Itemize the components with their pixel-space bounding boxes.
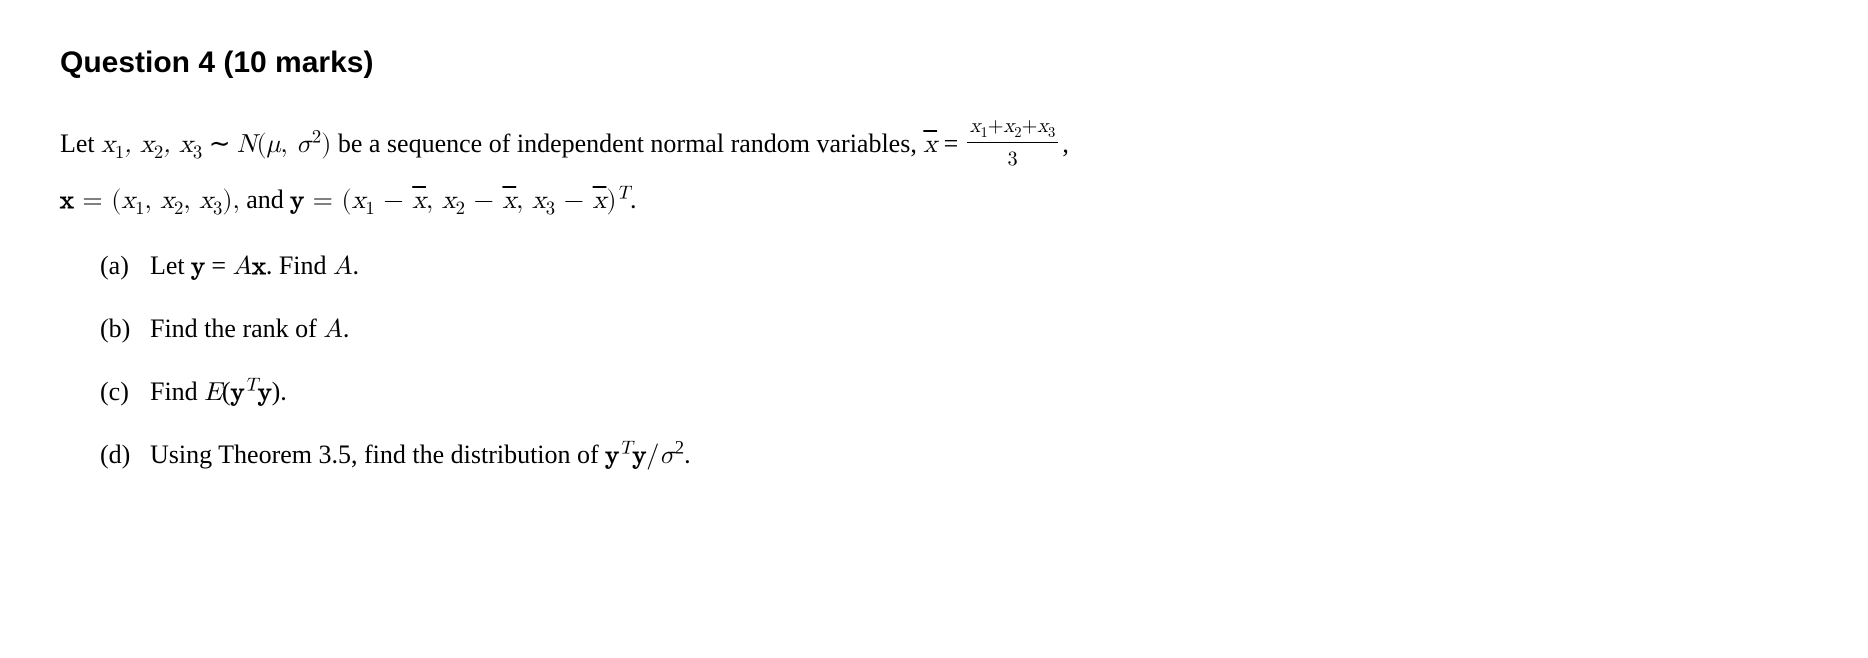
text: Let [150,251,191,280]
y: y [191,254,205,280]
part-body: Find E(yTy). [150,372,287,413]
eq: = [205,251,233,280]
y-def: = (x1 − x, x2 − x, x3 − x)T [304,188,630,214]
part-label: (c) [100,372,150,413]
question-title: Question 4 (10 marks) [60,40,1808,85]
text: . [280,377,287,406]
yT: y [605,443,619,469]
x-vec: x [60,188,74,214]
text: Let [60,129,101,158]
y-vec: y [290,188,304,214]
xbar: x [923,132,937,158]
y: y [632,443,646,469]
A: A [233,254,253,280]
part-label: (a) [100,246,150,287]
text: Using Theorem 3.5, find the distribution… [150,440,605,469]
part-a: (a) Let y = Ax. Find A. [100,246,1808,287]
part-body: Let y = Ax. Find A. [150,246,359,287]
slash: / [646,443,659,469]
text: . [684,440,691,469]
T: T [619,439,633,458]
part-body: Using Theorem 3.5, find the distribution… [150,435,691,476]
text: . [343,314,350,343]
dist: N(μ, σ2) [237,132,331,158]
yT: y [231,380,245,406]
T: T [244,376,258,395]
seq: x1, x2, x3 [101,132,202,158]
eq: = [937,129,965,158]
open: ( [222,377,231,406]
close: ) [272,377,281,406]
and: and [240,185,291,214]
text: be a sequence of independent normal rand… [331,129,923,158]
part-c: (c) Find E(yTy). [100,372,1808,413]
x-def: = (x1, x2, x3), [74,188,240,214]
A: A [323,317,343,343]
x: x [252,254,266,280]
tilde: ∼ [202,129,237,158]
sq: 2 [675,438,684,459]
question-preamble: Let x1, x2, x3 ∼ N(μ, σ2) be a sequence … [60,113,1808,222]
fraction: x1+x2+x33 [965,110,1061,176]
text: Find the rank of [150,314,323,343]
period: . [630,185,637,214]
part-label: (d) [100,435,150,476]
sigma: σ [659,443,675,469]
parts-list: (a) Let y = Ax. Find A. (b) Find the ran… [60,246,1808,476]
y: y [258,380,272,406]
text: . [353,251,360,280]
part-d: (d) Using Theorem 3.5, find the distribu… [100,435,1808,476]
E: E [204,380,222,406]
part-b: (b) Find the rank of A. [100,309,1808,350]
part-label: (b) [100,309,150,350]
comma: , [1062,129,1069,158]
text: Find [150,377,204,406]
text: . Find [266,251,333,280]
A: A [333,254,353,280]
part-body: Find the rank of A. [150,309,349,350]
